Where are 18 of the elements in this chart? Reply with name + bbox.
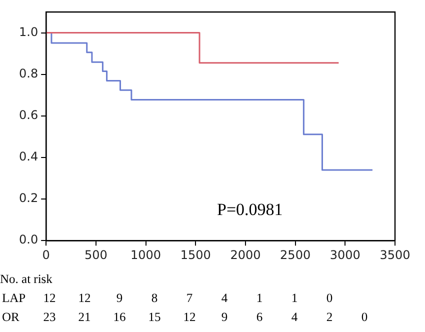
y-tick-label: 1.0 (18, 24, 38, 39)
text: OR 23 21 16 15 12 9 6 4 2 0 (2, 310, 368, 324)
x-tick-label: 1000 (130, 248, 162, 262)
x-tick-label: 3000 (330, 248, 360, 262)
y-tick-label: 0.4 (18, 150, 38, 164)
y-tick-label: 0.2 (18, 191, 38, 206)
text: No. at risk (0, 271, 54, 288)
annotation: P=0.0981 (217, 200, 283, 220)
x-tick-label: 2500 (280, 248, 311, 262)
y-tick-label: 0.8 (18, 66, 38, 80)
text: LAP 12 12 9 8 7 4 1 1 0 (2, 291, 333, 305)
x-tick-label: 2000 (230, 248, 261, 262)
y-tick-label: 0.0 (18, 232, 38, 247)
x-tick-label: 3500 (380, 248, 410, 262)
x-tick-label: 0 (42, 248, 50, 262)
x-tick-label: 500 (84, 248, 108, 262)
x-tick-label: 1500 (180, 248, 211, 262)
y-tick-label: 0.6 (18, 108, 38, 122)
